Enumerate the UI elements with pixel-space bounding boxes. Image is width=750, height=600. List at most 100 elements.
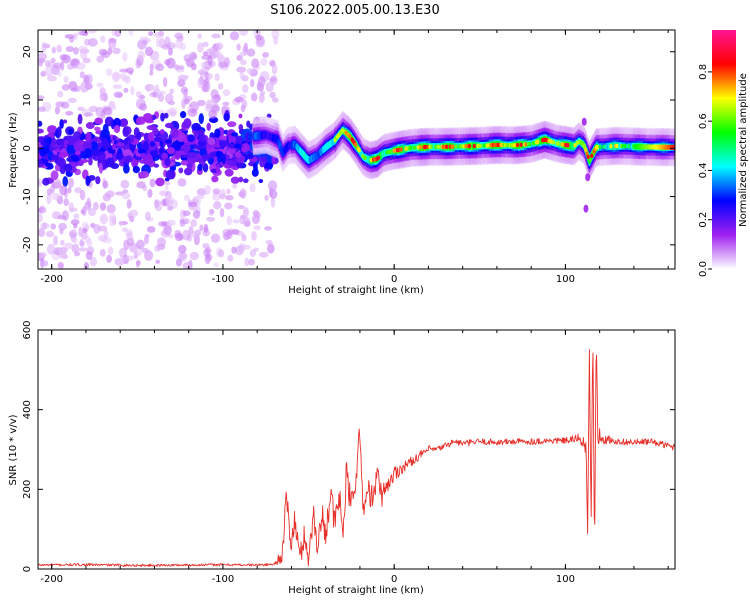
y-tick-label: 20: [22, 45, 33, 58]
spectrogram-cell: [155, 37, 161, 47]
spectrogram-cell: [573, 143, 577, 148]
spectrogram-cell: [238, 113, 243, 119]
colorbar-tick-label: 0.0: [698, 261, 709, 277]
spectrogram-cell: [205, 99, 213, 110]
spectrogram-cell: [244, 154, 255, 159]
spectrogram-cell: [185, 54, 191, 59]
spectrogram-cell: [239, 71, 245, 80]
snr-y-axis-label: SNR (10 * v/v): [8, 414, 19, 485]
spectrogram-cell: [225, 195, 234, 201]
spectrogram-cell: [115, 152, 124, 160]
spectrogram-cell: [154, 244, 161, 252]
spectrogram-cell: [206, 122, 211, 131]
spectrogram-cell: [361, 153, 365, 159]
spectrogram-cell: [121, 227, 128, 232]
spectrogram-cell: [45, 137, 52, 144]
x-tick-label: -200: [40, 274, 63, 285]
spectrogram-cell: [42, 177, 50, 186]
spectrogram-cell: [226, 229, 233, 240]
spectrogram-cell: [231, 246, 237, 254]
spectrogram-cell: [58, 248, 66, 259]
spectrogram-cell: [209, 151, 217, 158]
spectrogram-cell: [536, 139, 540, 145]
spectrogram-cell: [169, 88, 175, 95]
spectrogram-cell: [268, 187, 273, 198]
spectrogram-cell: [271, 30, 280, 40]
spectrogram-cell: [399, 147, 403, 152]
spectrogram-cell: [584, 147, 588, 153]
spectrogram-cell: [136, 181, 146, 189]
spectrogram-cell: [94, 117, 104, 125]
spectrogram-cell: [128, 30, 134, 36]
spectrogram-cell: [388, 149, 393, 154]
spectrogram-cell: [180, 42, 186, 51]
spectrogram-frame: [37, 29, 676, 270]
spectrogram-cell: [87, 207, 96, 217]
spectrogram-cell: [232, 156, 237, 167]
spectrogram-cell: [58, 152, 68, 159]
spectrogram-cell: [59, 118, 64, 129]
spectrogram-cell: [129, 215, 135, 223]
spectrogram-cell: [73, 131, 82, 140]
spectrogram-cell: [125, 67, 135, 74]
spectrogram-cell: [239, 188, 247, 199]
spectrogram-cell: [224, 168, 234, 177]
spectrogram-cell: [38, 128, 44, 134]
spectrogram-cell: [100, 35, 106, 43]
snr-series-line: [38, 349, 675, 567]
spectrogram-cell: [418, 145, 422, 150]
spectrogram-cell: [59, 54, 69, 61]
spectrogram-cell: [182, 210, 191, 217]
spectrogram-cell: [137, 148, 147, 154]
spectrogram-cell: [78, 45, 88, 52]
spectrogram-cell: [152, 92, 157, 97]
spectrogram-cell: [65, 45, 75, 53]
spectrogram-cell: [126, 199, 132, 209]
spectrogram-cell: [41, 260, 49, 267]
spectrogram-cell: [57, 261, 64, 269]
spectrogram-cell: [119, 73, 127, 80]
spectrogram-cell: [164, 177, 170, 182]
spectrogram-cell: [46, 243, 56, 255]
spectrogram-cell: [217, 61, 228, 68]
spectrogram-cell: [454, 144, 458, 149]
x-tick-label: -100: [212, 574, 235, 585]
spectrogram-cell: [258, 179, 264, 184]
spectrogram-cell: [97, 234, 108, 242]
spectrogram-cell: [55, 138, 64, 146]
spectrogram-cell: [99, 213, 109, 225]
spectrogram-cell: [218, 135, 227, 141]
spectrogram-cell: [585, 151, 589, 156]
snr-y-ticks: 0 200 400 600: [22, 320, 675, 572]
spectrogram-cell: [75, 62, 86, 70]
spectrogram-cell: [195, 229, 200, 237]
spectrogram-cell: [155, 259, 161, 264]
spectrogram-cell: [246, 68, 253, 74]
spectrogram-cell: [232, 219, 240, 224]
spectrogram-cell: [193, 234, 200, 246]
spectrogram-cell: [238, 218, 244, 224]
spectrogram-cell: [436, 144, 440, 150]
spectrogram-cell: [38, 227, 46, 238]
spectrogram-cell: [74, 187, 83, 194]
spectrogram-cell: [136, 260, 141, 266]
spectrogram-cell: [214, 73, 220, 82]
spectrogram-cell: [210, 233, 221, 243]
spectrogram-cell: [154, 204, 163, 212]
spectrogram-cell: [218, 82, 224, 91]
colorbar-tick-label: 0.2: [698, 212, 709, 228]
spectrogram-cell: [122, 126, 129, 138]
spectrogram-cell: [271, 63, 278, 75]
spectrogram-cell: [38, 53, 48, 60]
spectrogram-cell: [118, 220, 123, 227]
spectrogram-cell: [167, 205, 174, 211]
spectrogram-cell: [519, 142, 523, 147]
spectrogram-cell: [130, 157, 139, 168]
spectrogram-cell: [212, 188, 221, 195]
spectrogram-cell: [532, 140, 536, 146]
spectrogram-cell: [423, 144, 427, 150]
spectrogram-cell: [214, 128, 221, 138]
spectrogram-cell: [38, 212, 44, 223]
spectrogram-x-ticks: -200 -100 0 100: [40, 30, 669, 285]
